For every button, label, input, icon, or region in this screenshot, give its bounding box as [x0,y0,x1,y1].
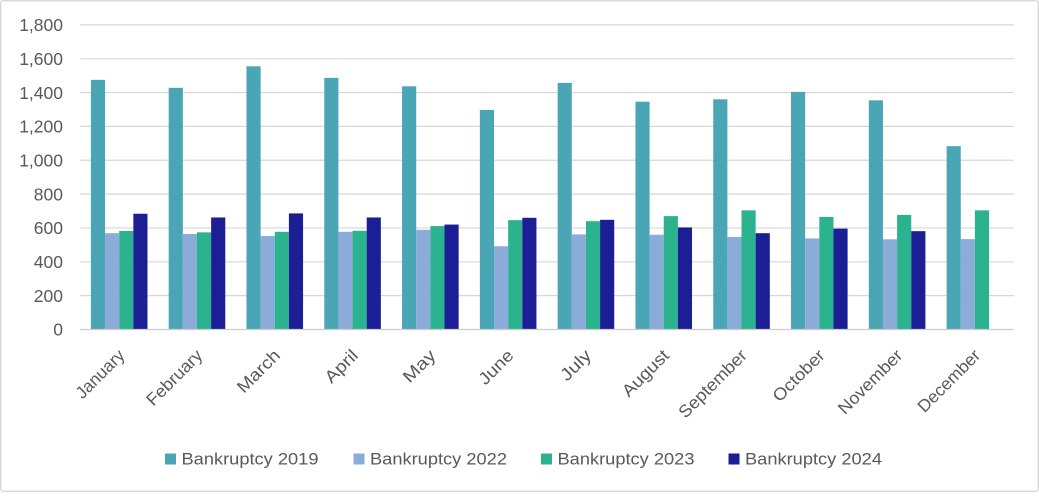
svg-text:1,600: 1,600 [19,49,63,69]
svg-text:Bankruptcy 2023: Bankruptcy 2023 [558,450,695,469]
svg-text:200: 200 [34,286,63,306]
svg-text:600: 600 [34,218,63,238]
svg-text:1,400: 1,400 [19,83,63,103]
svg-text:Bankruptcy 2024: Bankruptcy 2024 [745,450,882,469]
svg-text:800: 800 [34,184,63,204]
svg-text:0: 0 [53,320,63,340]
svg-text:1,800: 1,800 [19,15,63,35]
svg-text:Bankruptcy 2022: Bankruptcy 2022 [370,450,507,469]
svg-text:1,200: 1,200 [19,117,63,137]
svg-text:400: 400 [34,252,63,272]
svg-text:Bankruptcy 2019: Bankruptcy 2019 [182,450,319,469]
svg-text:1,000: 1,000 [19,150,63,170]
